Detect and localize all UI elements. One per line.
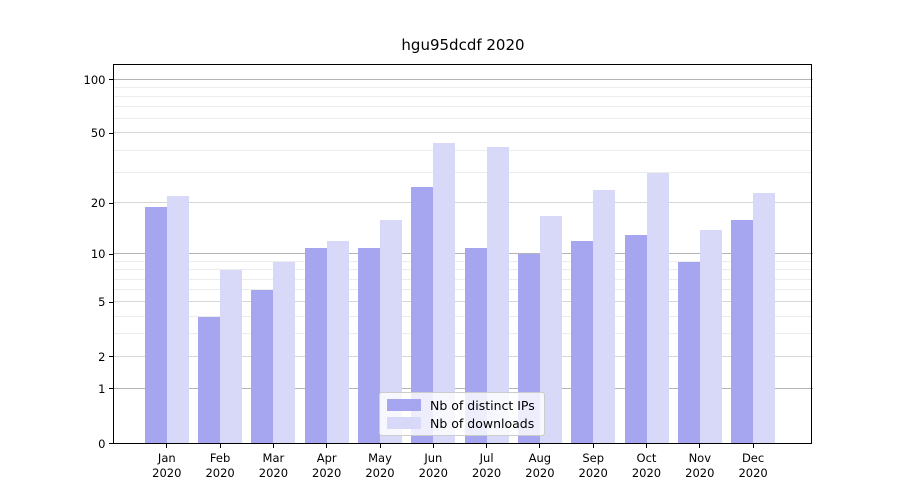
grid-line-minor (113, 118, 813, 120)
y-tick-mark (109, 301, 113, 303)
chart-title: hgu95dcdf 2020 (401, 36, 525, 54)
grid-line-minor (113, 333, 813, 335)
bar (624, 235, 647, 444)
y-tick-label: 10 (90, 247, 106, 262)
grid-line (113, 132, 813, 134)
y-tick-label: 1 (98, 381, 106, 396)
x-tick-label: Jul 2020 (471, 450, 502, 480)
x-tick-label: Dec 2020 (738, 450, 768, 480)
x-tick-mark (486, 443, 488, 448)
bar (433, 143, 456, 444)
bar (699, 229, 722, 444)
y-tick-label: 0 (98, 436, 106, 451)
x-tick-label: May 2020 (365, 450, 395, 480)
y-tick-mark (109, 202, 113, 204)
bar (646, 172, 669, 444)
x-tick-label: Jun 2020 (418, 450, 448, 480)
x-tick-mark (326, 443, 328, 448)
grid-line-minor (113, 260, 813, 262)
x-tick-label: Oct 2020 (631, 450, 662, 480)
grid-line-minor (113, 315, 813, 317)
y-tick-mark (109, 388, 113, 390)
y-tick-label: 5 (98, 295, 106, 310)
grid-line-minor (113, 269, 813, 271)
bar (593, 189, 616, 444)
y-tick-mark (109, 79, 113, 81)
x-tick-mark (219, 443, 221, 448)
bar (539, 215, 562, 444)
bar (144, 207, 167, 444)
grid-line-minor (113, 86, 813, 88)
bar (273, 261, 296, 444)
x-tick-mark (379, 443, 381, 448)
y-tick-label: 100 (83, 72, 106, 87)
bar (411, 186, 434, 444)
y-tick-mark (109, 253, 113, 255)
legend-swatch (387, 417, 421, 429)
grid-line (113, 387, 813, 389)
grid-line (113, 253, 813, 255)
y-tick-label: 2 (98, 349, 106, 364)
x-tick-mark (432, 443, 434, 448)
grid-line (113, 301, 813, 303)
bar (198, 316, 221, 444)
bar (251, 290, 274, 444)
bar (220, 270, 243, 444)
y-tick-mark (109, 443, 113, 444)
grid-line-minor (113, 171, 813, 173)
bar (677, 261, 700, 444)
legend-item: Nb of distinct IPs (387, 397, 536, 413)
y-tick-mark (109, 356, 113, 358)
x-tick-label: Feb 2020 (205, 450, 235, 480)
plot-area (113, 64, 813, 444)
x-tick-label: Aug 2020 (525, 450, 555, 480)
legend-swatch (387, 399, 421, 411)
x-tick-mark (539, 443, 541, 448)
x-tick-mark (272, 443, 274, 448)
y-tick-mark (109, 132, 113, 134)
y-tick-label: 20 (90, 196, 106, 211)
bar (753, 192, 776, 444)
legend-item: Nb of downloads (387, 415, 536, 431)
x-tick-mark (166, 443, 168, 448)
x-tick-mark (646, 443, 647, 448)
x-tick-label: Nov 2020 (685, 450, 715, 480)
bar (326, 241, 349, 444)
x-tick-mark (592, 443, 594, 448)
grid-line-minor (113, 149, 813, 151)
x-tick-label: Sep 2020 (578, 450, 608, 480)
grid-line (113, 202, 813, 204)
grid-line-minor (113, 289, 813, 291)
bar (358, 247, 380, 444)
legend-label: Nb of distinct IPs (430, 397, 535, 413)
grid-line (113, 78, 813, 80)
grid-line (113, 355, 813, 357)
legend: Nb of distinct IPs Nb of downloads (379, 392, 545, 436)
grid-line-minor (113, 278, 813, 280)
x-tick-mark (699, 443, 701, 448)
bar (304, 247, 327, 444)
x-tick-label: Apr 2020 (312, 450, 342, 480)
x-tick-label: Mar 2020 (258, 450, 289, 480)
bar (380, 220, 402, 444)
bar (731, 220, 754, 444)
grid-line-minor (113, 96, 813, 97)
bar (571, 241, 594, 444)
y-tick-label: 50 (90, 126, 106, 141)
grid-line-minor (113, 106, 813, 108)
bar (486, 146, 509, 444)
legend-label: Nb of downloads (430, 415, 535, 431)
bar (166, 196, 189, 444)
x-tick-label: Jan 2020 (152, 450, 182, 480)
x-tick-mark (752, 443, 754, 448)
